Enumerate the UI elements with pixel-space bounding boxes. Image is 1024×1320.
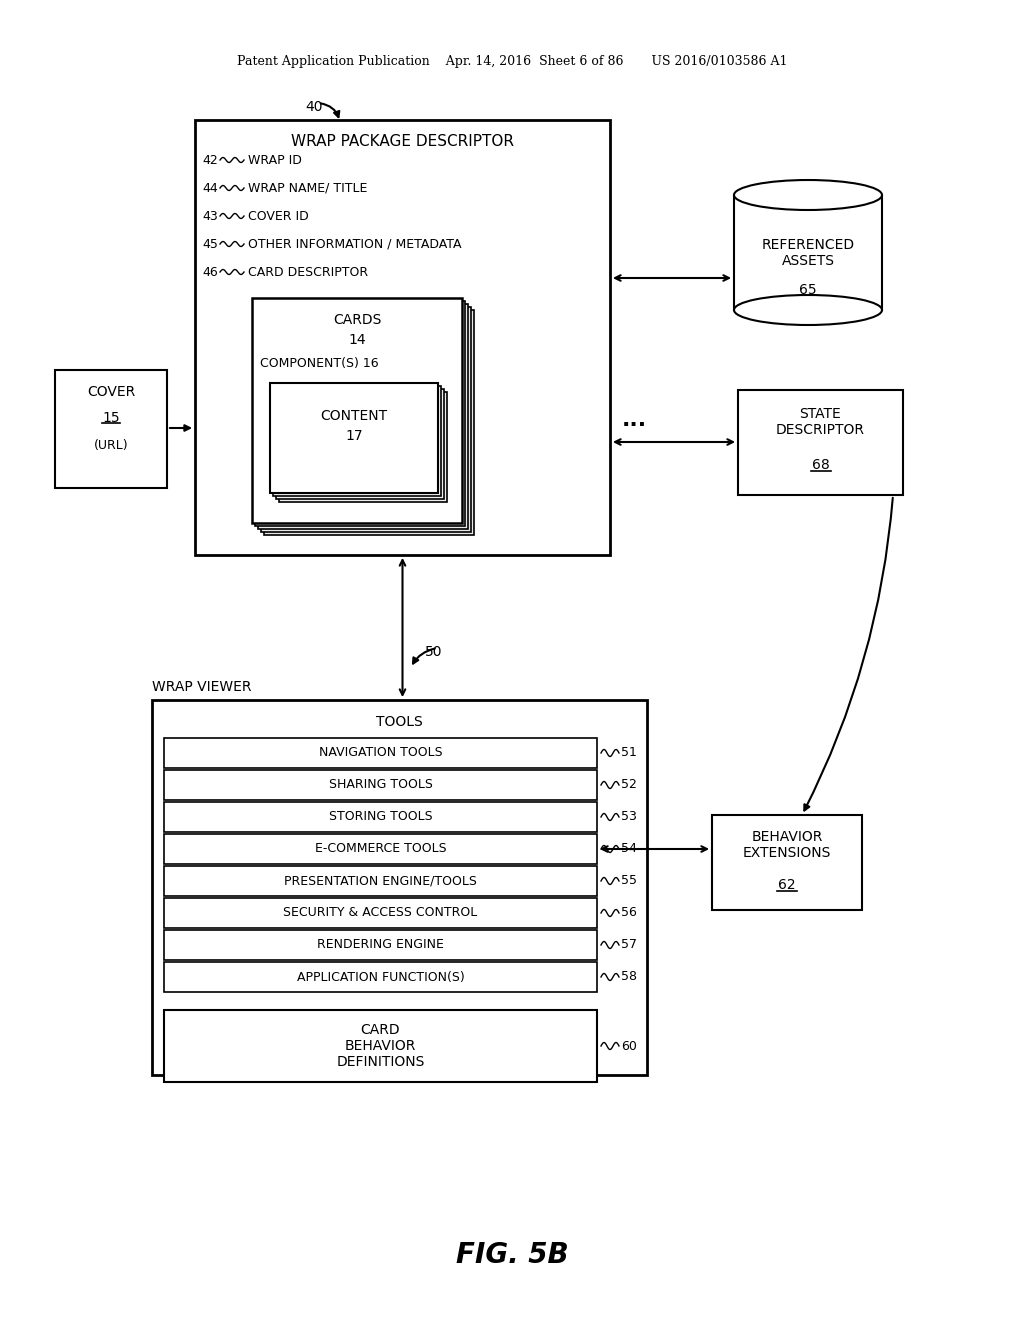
- Text: 45: 45: [202, 238, 218, 251]
- Text: 15: 15: [102, 411, 120, 425]
- Bar: [164, 962, 597, 993]
- Bar: [261, 308, 471, 532]
- Text: SECURITY & ACCESS CONTROL: SECURITY & ACCESS CONTROL: [284, 907, 477, 920]
- Text: 40: 40: [305, 100, 323, 114]
- Text: 58: 58: [621, 970, 637, 983]
- Text: 51: 51: [621, 747, 637, 759]
- Bar: [164, 1010, 597, 1082]
- Text: CARD
BEHAVIOR
DEFINITIONS: CARD BEHAVIOR DEFINITIONS: [336, 1023, 425, 1069]
- Bar: [258, 304, 468, 529]
- Text: COMPONENT(S) 16: COMPONENT(S) 16: [260, 356, 379, 370]
- Text: APPLICATION FUNCTION(S): APPLICATION FUNCTION(S): [297, 970, 464, 983]
- Text: WRAP PACKAGE DESCRIPTOR: WRAP PACKAGE DESCRIPTOR: [291, 135, 514, 149]
- Bar: [164, 866, 597, 896]
- Bar: [255, 301, 465, 525]
- Text: CARDS: CARDS: [333, 313, 381, 327]
- Ellipse shape: [734, 180, 882, 210]
- Bar: [55, 370, 167, 488]
- Text: NAVIGATION TOOLS: NAVIGATION TOOLS: [318, 747, 442, 759]
- Bar: [264, 310, 474, 535]
- Bar: [164, 898, 597, 928]
- Bar: [164, 738, 597, 768]
- Text: WRAP NAME/ TITLE: WRAP NAME/ TITLE: [248, 181, 368, 194]
- Text: WRAP VIEWER: WRAP VIEWER: [152, 680, 252, 694]
- Bar: [164, 770, 597, 800]
- Text: ...: ...: [622, 411, 647, 430]
- Text: 17: 17: [345, 429, 362, 444]
- Text: 46: 46: [203, 265, 218, 279]
- Bar: [164, 931, 597, 960]
- Text: 52: 52: [621, 779, 637, 792]
- Text: COVER: COVER: [87, 385, 135, 399]
- Text: 68: 68: [812, 458, 829, 473]
- Bar: [164, 803, 597, 832]
- Bar: [273, 385, 441, 496]
- Bar: [270, 383, 438, 492]
- Text: 43: 43: [203, 210, 218, 223]
- Text: 57: 57: [621, 939, 637, 952]
- Text: PRESENTATION ENGINE/TOOLS: PRESENTATION ENGINE/TOOLS: [284, 874, 477, 887]
- Bar: [252, 298, 462, 523]
- Ellipse shape: [734, 294, 882, 325]
- Text: COVER ID: COVER ID: [248, 210, 309, 223]
- Text: 55: 55: [621, 874, 637, 887]
- Text: 42: 42: [203, 153, 218, 166]
- Bar: [195, 120, 610, 554]
- Text: CONTENT: CONTENT: [321, 409, 387, 422]
- Text: STORING TOOLS: STORING TOOLS: [329, 810, 432, 824]
- Text: RENDERING ENGINE: RENDERING ENGINE: [317, 939, 444, 952]
- Text: STATE
DESCRIPTOR: STATE DESCRIPTOR: [776, 407, 865, 437]
- Text: Patent Application Publication    Apr. 14, 2016  Sheet 6 of 86       US 2016/010: Patent Application Publication Apr. 14, …: [237, 55, 787, 69]
- Bar: [738, 389, 903, 495]
- Text: SHARING TOOLS: SHARING TOOLS: [329, 779, 432, 792]
- Text: OTHER INFORMATION / METADATA: OTHER INFORMATION / METADATA: [248, 238, 462, 251]
- Text: 60: 60: [621, 1040, 637, 1052]
- Text: 44: 44: [203, 181, 218, 194]
- Bar: [276, 389, 444, 499]
- Text: FIG. 5B: FIG. 5B: [456, 1241, 568, 1269]
- Text: WRAP ID: WRAP ID: [248, 153, 302, 166]
- Text: (URL): (URL): [93, 438, 128, 451]
- Text: 65: 65: [799, 282, 817, 297]
- Text: REFERENCED
ASSETS: REFERENCED ASSETS: [762, 238, 855, 268]
- Text: BEHAVIOR
EXTENSIONS: BEHAVIOR EXTENSIONS: [742, 830, 831, 861]
- Text: 50: 50: [425, 645, 442, 659]
- Text: E-COMMERCE TOOLS: E-COMMERCE TOOLS: [314, 842, 446, 855]
- Text: CARD DESCRIPTOR: CARD DESCRIPTOR: [248, 265, 368, 279]
- Text: 54: 54: [621, 842, 637, 855]
- Bar: [152, 700, 647, 1074]
- Bar: [279, 392, 447, 502]
- Bar: [712, 814, 862, 909]
- Text: 53: 53: [621, 810, 637, 824]
- Text: TOOLS: TOOLS: [376, 715, 423, 729]
- Bar: [734, 195, 882, 310]
- Text: 56: 56: [621, 907, 637, 920]
- Bar: [164, 834, 597, 865]
- Text: 62: 62: [778, 878, 796, 892]
- Text: 14: 14: [348, 333, 366, 347]
